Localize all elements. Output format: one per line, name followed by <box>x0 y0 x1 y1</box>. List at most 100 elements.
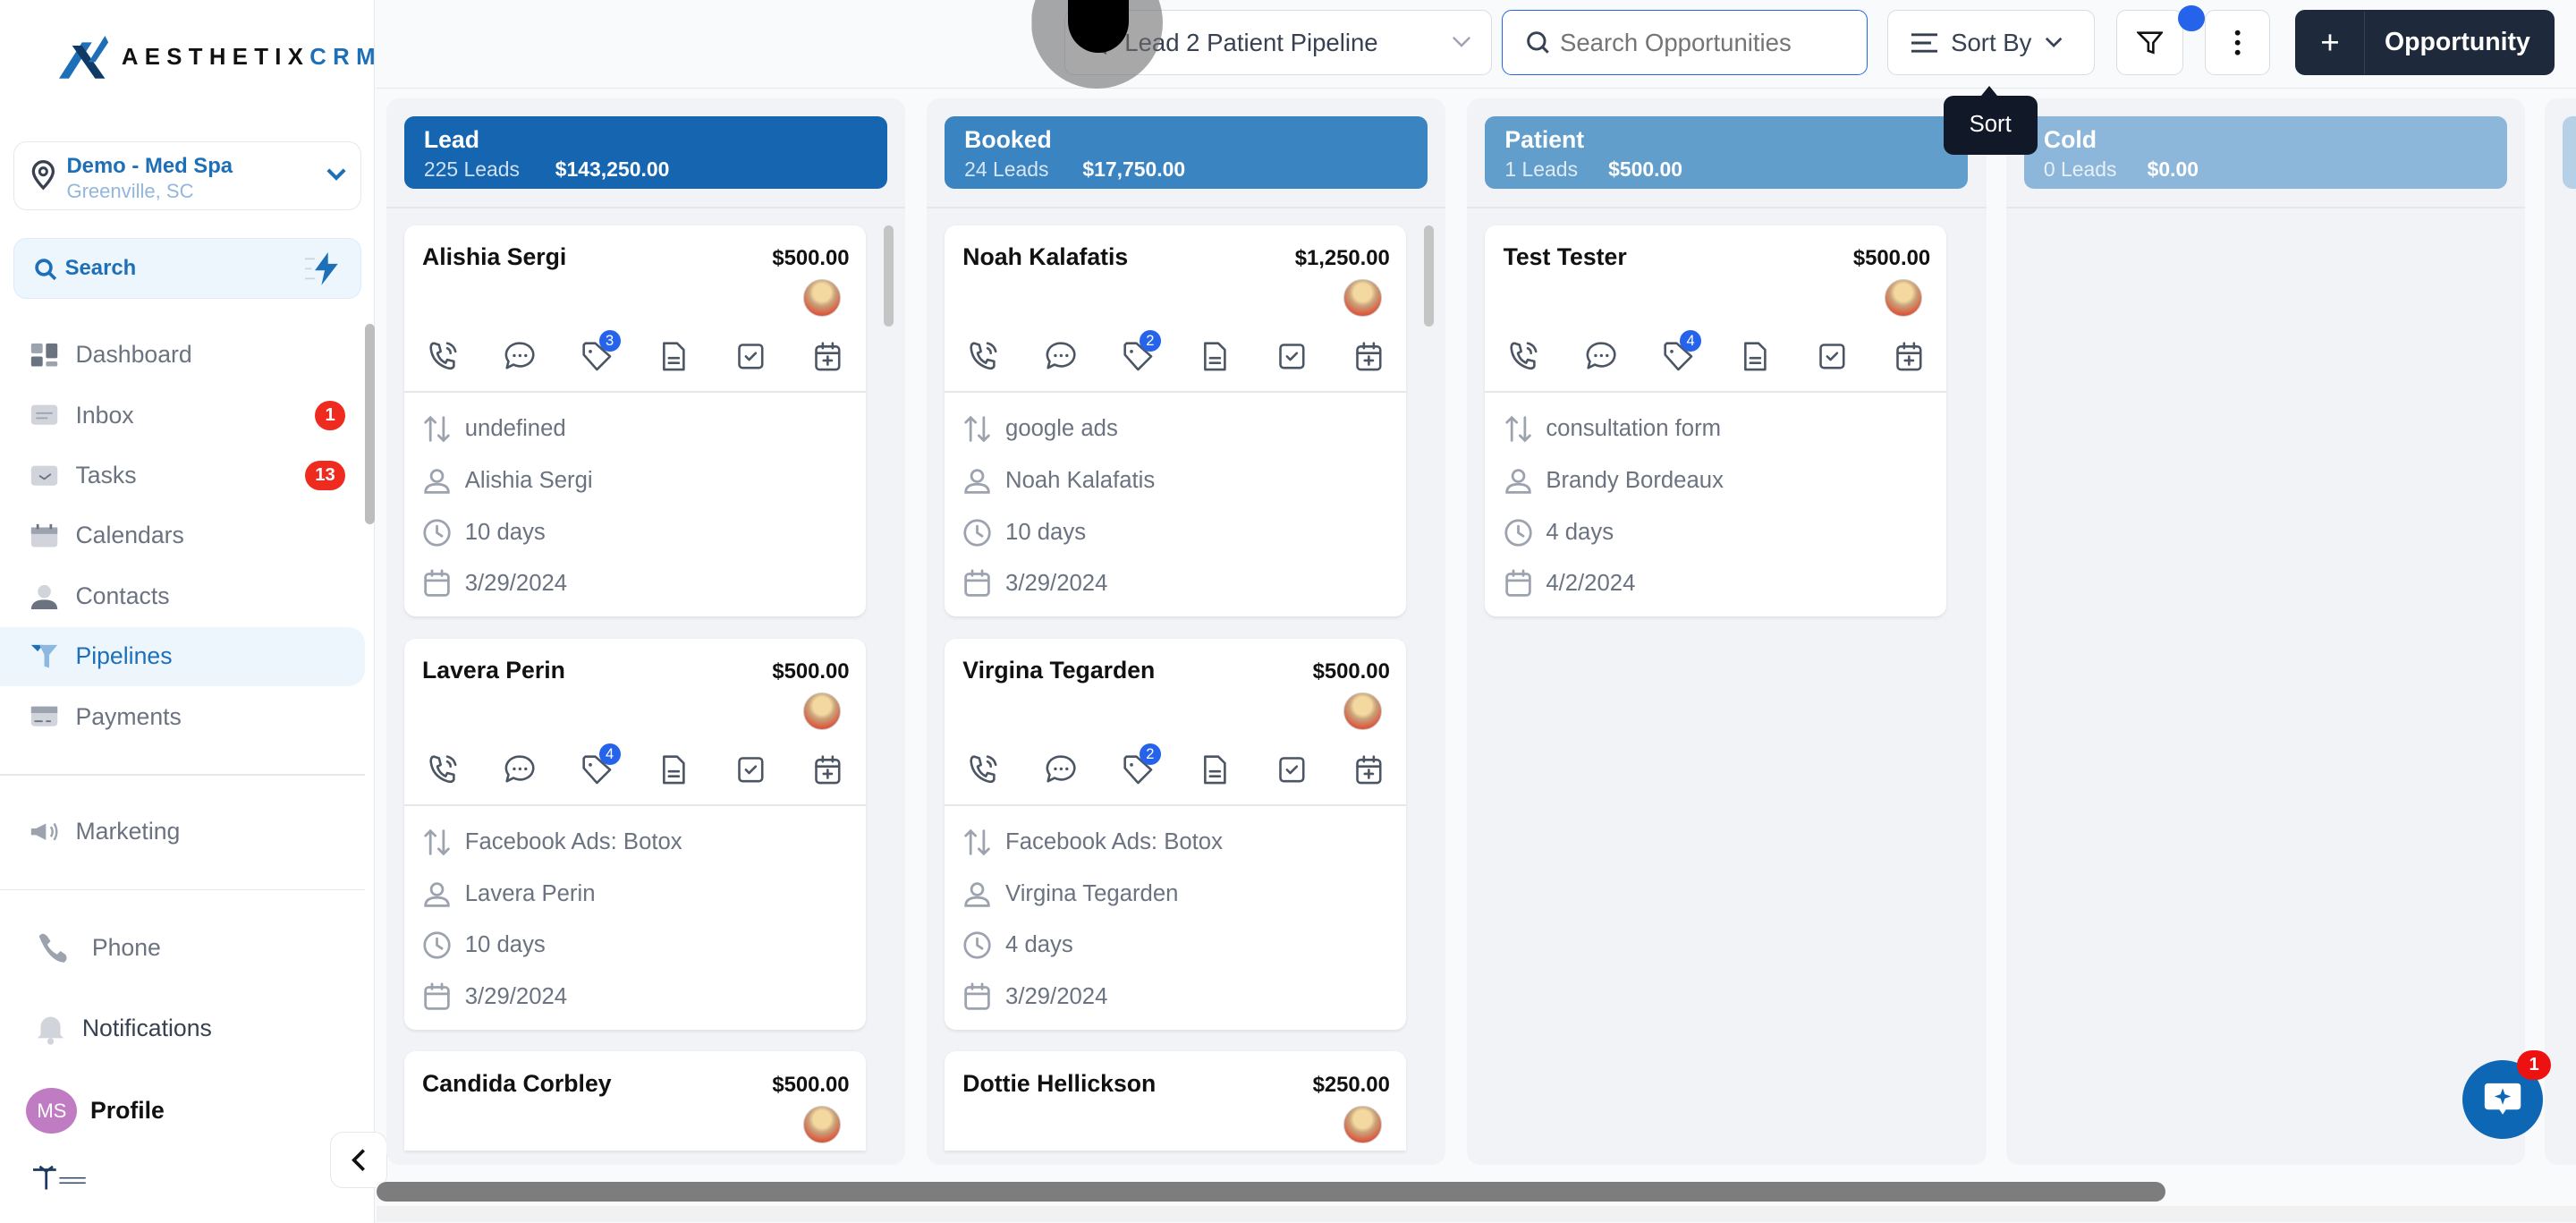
task-check-button[interactable] <box>1275 340 1309 373</box>
message-button[interactable] <box>1045 340 1078 373</box>
opportunity-card[interactable]: Test Tester $500.00 4 consultation form Bran… <box>1485 225 1947 616</box>
note-icon <box>1203 342 1226 371</box>
tag-button[interactable]: 4 <box>1662 330 1702 373</box>
add-opportunity-button[interactable]: + Opportunity <box>2294 10 2555 76</box>
opportunity-name[interactable]: Lavera Perin <box>422 656 565 684</box>
call-button[interactable] <box>428 340 461 373</box>
sidebar-item-profile[interactable]: MS Profile <box>0 1082 365 1141</box>
sort-by-button[interactable]: Sort By <box>1887 10 2095 76</box>
opportunity-value: $1,250.00 <box>1294 246 1390 271</box>
sidebar-search[interactable]: Search <box>13 238 362 300</box>
column-scrollbar[interactable] <box>884 225 894 327</box>
opportunity-name[interactable]: Noah Kalafatis <box>962 242 1129 270</box>
message-button[interactable] <box>1585 340 1618 373</box>
opportunity-card[interactable]: Virgina Tegarden $500.00 2 Facebook Ads: Bo… <box>945 638 1407 1030</box>
message-button[interactable] <box>1045 753 1078 786</box>
opportunity-card[interactable]: Dottie Hellickson $250.00 <box>945 1051 1407 1151</box>
assignee-avatar[interactable] <box>803 1106 842 1144</box>
calendar-add-button[interactable] <box>811 753 844 786</box>
assignee-avatar[interactable] <box>1343 692 1382 731</box>
call-button[interactable] <box>968 340 1001 373</box>
task-check-button[interactable] <box>1275 753 1309 786</box>
sidebar-scrollbar[interactable] <box>364 323 375 524</box>
calendar-add-button[interactable] <box>1352 340 1385 373</box>
calendar-add-button[interactable] <box>811 340 844 373</box>
opportunity-name[interactable]: Candida Corbley <box>422 1069 612 1097</box>
call-icon <box>970 755 997 784</box>
add-opportunity-label: Opportunity <box>2385 28 2530 57</box>
task-check-button[interactable] <box>1816 340 1849 373</box>
note-button[interactable] <box>657 753 691 786</box>
assignee-avatar[interactable] <box>1884 279 1922 318</box>
assignee-avatar[interactable] <box>803 279 842 318</box>
person-icon <box>424 468 450 494</box>
tag-count-badge: 3 <box>598 330 621 352</box>
horizontal-scrollbar[interactable] <box>376 1181 2165 1202</box>
logo[interactable]: AESTHETIXCRM <box>59 36 382 80</box>
note-button[interactable] <box>1739 340 1772 373</box>
column-scrollbar[interactable] <box>1424 225 1435 327</box>
calendar-add-button[interactable] <box>1352 753 1385 786</box>
collapse-sidebar-button[interactable] <box>330 1132 388 1188</box>
call-icon <box>428 755 457 784</box>
opportunity-card[interactable]: Noah Kalafatis $1,250.00 2 google ads Noah K… <box>945 225 1407 616</box>
lightning-icon[interactable] <box>304 252 344 285</box>
opportunity-card[interactable]: Candida Corbley $500.00 <box>403 1051 866 1151</box>
tag-button[interactable]: 3 <box>580 330 621 373</box>
sidebar-item-calendars[interactable]: Calendars <box>0 506 365 565</box>
location-switcher[interactable]: Demo - Med Spa Greenville, SC <box>13 140 362 211</box>
assignee-avatar[interactable] <box>803 692 842 731</box>
pipeline-name: Lead 2 Patient Pipeline <box>1124 28 1378 56</box>
search-opportunities-field[interactable] <box>1501 10 1868 76</box>
age-text: 4 days <box>1546 519 1614 545</box>
opportunity-card[interactable]: Lavera Perin $500.00 4 Facebook Ads: Botox L… <box>403 638 866 1030</box>
source-arrows-icon <box>1504 415 1531 443</box>
tag-icon <box>1123 342 1153 371</box>
note-button[interactable] <box>1199 340 1232 373</box>
task-check-icon <box>1278 344 1305 369</box>
sidebar-item-tasks[interactable]: Tasks 13 <box>0 446 365 505</box>
note-button[interactable] <box>657 340 691 373</box>
assignee-avatar[interactable] <box>1343 1106 1382 1144</box>
note-icon <box>663 342 686 371</box>
sidebar-item-dashboard[interactable]: Dashboard <box>0 326 365 385</box>
opportunity-name[interactable]: Dottie Hellickson <box>962 1069 1157 1097</box>
tag-button[interactable]: 2 <box>1122 743 1161 786</box>
message-button[interactable] <box>504 753 537 786</box>
tag-button[interactable]: 4 <box>580 743 621 786</box>
assignee-avatar[interactable] <box>1343 279 1382 318</box>
nav-label: Profile <box>90 1097 165 1125</box>
sidebar-item-contacts[interactable]: Contacts <box>0 566 365 625</box>
calendar-icon <box>30 524 58 548</box>
sidebar: AESTHETIXCRM Demo - Med Spa Greenville, … <box>0 0 376 1223</box>
tag-button[interactable]: 2 <box>1122 330 1161 373</box>
task-check-button[interactable] <box>734 340 767 373</box>
logo-accent: CRM <box>309 44 382 70</box>
opportunity-name[interactable]: Test Tester <box>1503 242 1627 270</box>
location-city: Greenville, SC <box>66 180 194 203</box>
sidebar-item-marketing[interactable]: Marketing <box>0 802 365 861</box>
age-text: 10 days <box>464 932 546 958</box>
opportunity-name[interactable]: Virgina Tegarden <box>962 656 1156 684</box>
call-button[interactable] <box>1508 340 1541 373</box>
message-button[interactable] <box>504 340 537 373</box>
sidebar-item-notifications[interactable]: Notifications <box>0 999 365 1058</box>
call-button[interactable] <box>968 753 1001 786</box>
task-check-button[interactable] <box>734 753 767 786</box>
sidebar-item-payments[interactable]: Payments <box>0 687 365 746</box>
call-icon <box>970 342 997 370</box>
page-scroll-track[interactable] <box>376 1206 2576 1223</box>
sidebar-item-phone[interactable]: Phone <box>0 919 365 978</box>
search-input[interactable] <box>1559 28 1840 57</box>
sidebar-item-inbox[interactable]: Inbox 1 <box>0 386 365 445</box>
sidebar-item-pipelines[interactable]: Pipelines <box>0 626 365 686</box>
filter-button[interactable] <box>2115 10 2183 76</box>
calendar-add-button[interactable] <box>1893 340 1926 373</box>
call-button[interactable] <box>428 753 461 786</box>
note-button[interactable] <box>1199 753 1232 786</box>
more-options-button[interactable] <box>2204 10 2271 76</box>
stage-name: Lead <box>423 126 479 154</box>
note-icon <box>663 755 686 785</box>
opportunity-card[interactable]: Alishia Sergi $500.00 3 undefined Alishia Se… <box>403 225 866 616</box>
opportunity-name[interactable]: Alishia Sergi <box>422 242 567 270</box>
